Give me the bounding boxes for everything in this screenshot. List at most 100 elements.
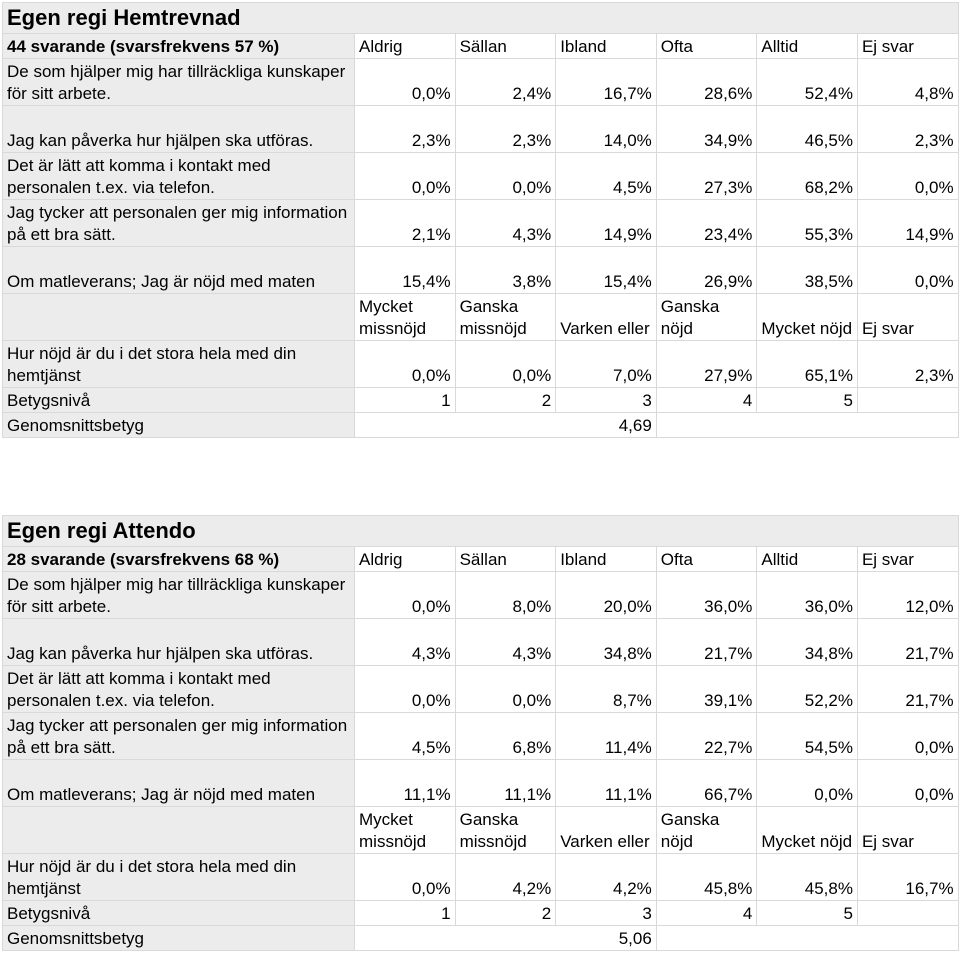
percent-cell: 46,5% bbox=[756, 105, 858, 153]
question-row: Jag tycker att personalen ger mig inform… bbox=[2, 712, 959, 760]
question-label: Det är lätt att komma i kontakt med pers… bbox=[2, 665, 355, 713]
percent-cell: 8,0% bbox=[454, 571, 557, 619]
percent-cell: 45,8% bbox=[655, 853, 758, 901]
grade-cell: 5 bbox=[756, 900, 858, 926]
percent-cell: 16,7% bbox=[555, 58, 657, 106]
percent-cell: 14,9% bbox=[856, 199, 959, 247]
question-row: Jag kan påverka hur hjälpen ska utföras.… bbox=[2, 618, 959, 666]
overall-row: Hur nöjd är du i det stora hela med din … bbox=[2, 853, 959, 901]
empty-cell bbox=[856, 900, 959, 926]
percent-cell: 2,3% bbox=[856, 340, 959, 388]
section-title: Egen regi Attendo bbox=[2, 515, 959, 547]
question-label: Jag kan påverka hur hjälpen ska utföras. bbox=[2, 618, 355, 666]
overall-label: Hur nöjd är du i det stora hela med din … bbox=[2, 340, 355, 388]
percent-cell: 34,8% bbox=[756, 618, 858, 666]
grade-cell: 2 bbox=[454, 900, 557, 926]
percent-cell: 2,3% bbox=[454, 105, 557, 153]
column-header: Sällan bbox=[454, 33, 557, 59]
percent-cell: 12,0% bbox=[856, 571, 959, 619]
percent-cell: 21,7% bbox=[655, 618, 758, 666]
percent-cell: 11,1% bbox=[555, 759, 657, 807]
grade-row: Betygsnivå 1 2 3 4 5 bbox=[2, 900, 959, 926]
percent-cell: 0,0% bbox=[354, 853, 456, 901]
satisfaction-header: Ej svar bbox=[856, 293, 959, 341]
percent-cell: 0,0% bbox=[354, 340, 456, 388]
grade-cell: 1 bbox=[354, 387, 456, 413]
percent-cell: 0,0% bbox=[756, 759, 858, 807]
percent-cell: 23,4% bbox=[655, 199, 758, 247]
question-label: Jag kan påverka hur hjälpen ska utföras. bbox=[2, 105, 355, 153]
question-label: Jag tycker att personalen ger mig inform… bbox=[2, 199, 355, 247]
percent-cell: 66,7% bbox=[655, 759, 758, 807]
percent-cell: 21,7% bbox=[856, 618, 959, 666]
average-label: Genomsnittsbetyg bbox=[2, 925, 355, 951]
header-row: 28 svarande (svarsfrekvens 68 %) Aldrig Sä… bbox=[2, 546, 959, 572]
percent-cell: 20,0% bbox=[555, 571, 657, 619]
percent-cell: 0,0% bbox=[354, 58, 456, 106]
percent-cell: 7,0% bbox=[555, 340, 657, 388]
grade-row: Betygsnivå 1 2 3 4 5 bbox=[2, 387, 959, 413]
percent-cell: 34,9% bbox=[655, 105, 758, 153]
question-label: De som hjälper mig har tillräckliga kuns… bbox=[2, 571, 355, 619]
percent-cell: 16,7% bbox=[856, 853, 959, 901]
percent-cell: 0,0% bbox=[454, 340, 557, 388]
percent-cell: 45,8% bbox=[756, 853, 858, 901]
section-attendo: Egen regi Attendo 28 svarande (svarsfrekv… bbox=[2, 515, 959, 951]
column-header: Ibland bbox=[555, 33, 657, 59]
percent-cell: 21,7% bbox=[856, 665, 959, 713]
percent-cell: 0,0% bbox=[856, 712, 959, 760]
percent-cell: 8,7% bbox=[555, 665, 657, 713]
percent-cell: 4,5% bbox=[555, 152, 657, 200]
column-header: Ej svar bbox=[856, 33, 959, 59]
percent-cell: 4,3% bbox=[454, 199, 557, 247]
satisfaction-header-row: Mycket missnöjd Ganska missnöjd Varken ell… bbox=[2, 806, 959, 854]
percent-cell: 38,5% bbox=[756, 246, 858, 294]
grade-label: Betygsnivå bbox=[2, 900, 355, 926]
column-header: Alltid bbox=[756, 546, 858, 572]
empty-cell bbox=[856, 387, 959, 413]
percent-cell: 0,0% bbox=[856, 246, 959, 294]
percent-cell: 0,0% bbox=[856, 152, 959, 200]
satisfaction-header: Ej svar bbox=[856, 806, 959, 854]
percent-cell: 36,0% bbox=[655, 571, 758, 619]
column-header: Ofta bbox=[655, 33, 758, 59]
percent-cell: 27,3% bbox=[655, 152, 758, 200]
percent-cell: 4,2% bbox=[454, 853, 557, 901]
percent-cell: 34,8% bbox=[555, 618, 657, 666]
satisfaction-header-row: Mycket missnöjd Ganska missnöjd Varken ell… bbox=[2, 293, 959, 341]
overall-label: Hur nöjd är du i det stora hela med din … bbox=[2, 853, 355, 901]
satisfaction-header: Ganska missnöjd bbox=[454, 293, 557, 341]
percent-cell: 11,1% bbox=[354, 759, 456, 807]
average-value: 4,69 bbox=[354, 412, 657, 438]
survey-table: Egen regi Hemtrevnad 44 svarande (svarsfr… bbox=[2, 2, 959, 438]
satisfaction-header: Ganska missnöjd bbox=[454, 806, 557, 854]
percent-cell: 22,7% bbox=[655, 712, 758, 760]
percent-cell: 55,3% bbox=[756, 199, 858, 247]
grade-cell: 5 bbox=[756, 387, 858, 413]
question-label: Om matleverans; Jag är nöjd med maten bbox=[2, 759, 355, 807]
percent-cell: 52,2% bbox=[756, 665, 858, 713]
question-row: Jag tycker att personalen ger mig inform… bbox=[2, 199, 959, 247]
percent-cell: 0,0% bbox=[856, 759, 959, 807]
average-row: Genomsnittsbetyg 5,06 bbox=[2, 925, 959, 951]
question-label: Om matleverans; Jag är nöjd med maten bbox=[2, 246, 355, 294]
average-row: Genomsnittsbetyg 4,69 bbox=[2, 412, 959, 438]
grade-cell: 3 bbox=[555, 387, 657, 413]
section-hemtrevnad: Egen regi Hemtrevnad 44 svarande (svarsfr… bbox=[2, 2, 959, 438]
percent-cell: 2,3% bbox=[354, 105, 456, 153]
satisfaction-header: Mycket nöjd bbox=[756, 806, 858, 854]
percent-cell: 4,3% bbox=[454, 618, 557, 666]
respondent-count: 44 svarande (svarsfrekvens 57 %) bbox=[2, 33, 355, 59]
satisfaction-header: Varken eller bbox=[555, 806, 657, 854]
overall-row: Hur nöjd är du i det stora hela med din … bbox=[2, 340, 959, 388]
question-label: Det är lätt att komma i kontakt med pers… bbox=[2, 152, 355, 200]
percent-cell: 4,8% bbox=[856, 58, 959, 106]
question-label: De som hjälper mig har tillräckliga kuns… bbox=[2, 58, 355, 106]
percent-cell: 0,0% bbox=[454, 665, 557, 713]
percent-cell: 68,2% bbox=[756, 152, 858, 200]
empty-cell bbox=[655, 925, 959, 951]
percent-cell: 0,0% bbox=[354, 571, 456, 619]
satisfaction-header: Mycket missnöjd bbox=[354, 806, 456, 854]
grade-label: Betygsnivå bbox=[2, 387, 355, 413]
percent-cell: 3,8% bbox=[454, 246, 557, 294]
